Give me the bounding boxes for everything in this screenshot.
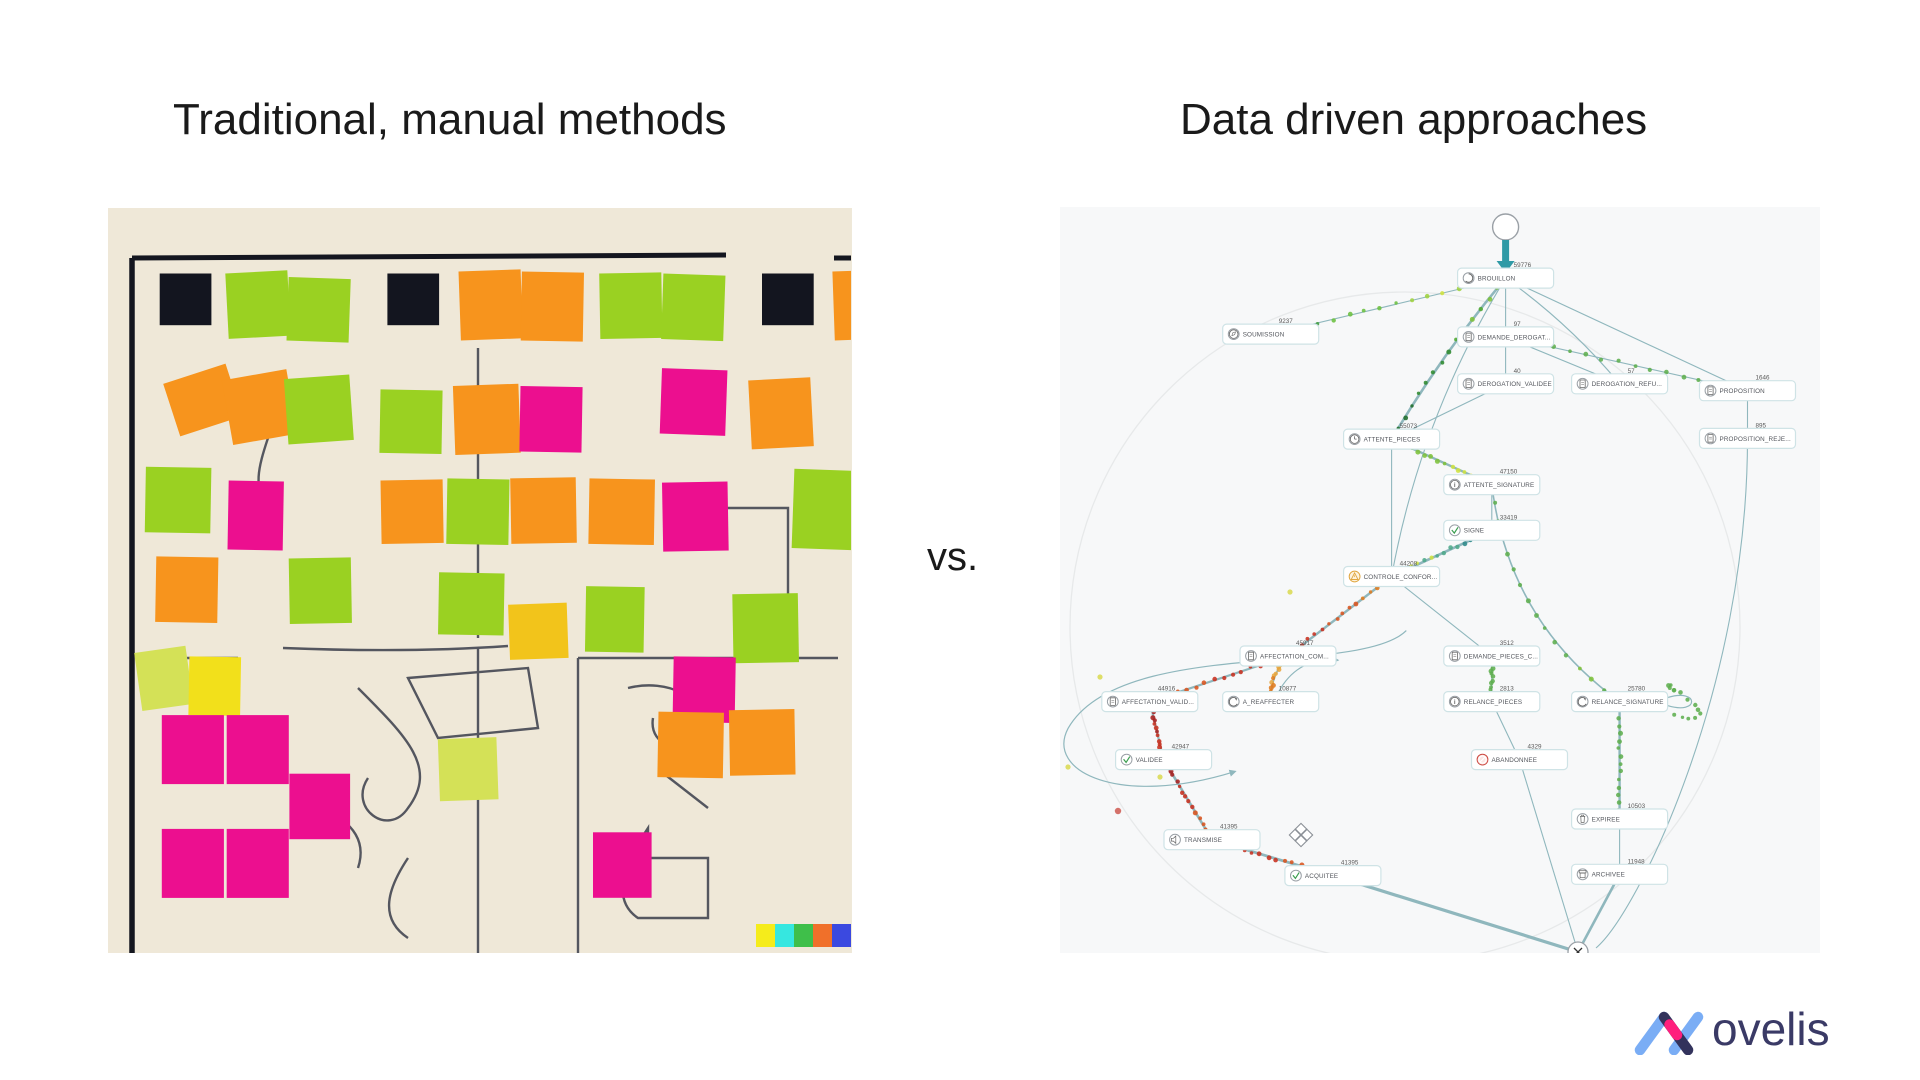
svg-text:DEROGATION_VALIDEE: DEROGATION_VALIDEE (1478, 381, 1552, 388)
svg-text:55073: 55073 (1400, 423, 1418, 430)
svg-text:41395: 41395 (1341, 860, 1359, 867)
svg-text:10503: 10503 (1628, 803, 1646, 810)
svg-text:4329: 4329 (1528, 744, 1543, 751)
svg-text:PROPOSITION: PROPOSITION (1720, 388, 1766, 395)
svg-text:42947: 42947 (1172, 744, 1190, 751)
svg-text:SOUMISSION: SOUMISSION (1243, 332, 1285, 339)
svg-text:RELANCE_PIECES: RELANCE_PIECES (1464, 699, 1522, 706)
svg-text:9237: 9237 (1279, 318, 1294, 325)
svg-text:40: 40 (1514, 368, 1522, 375)
svg-text:DEMANDE_DEROGAT...: DEMANDE_DEROGAT... (1478, 334, 1551, 341)
svg-text:57: 57 (1628, 368, 1636, 375)
svg-text:DEROGATION_REFU...: DEROGATION_REFU... (1592, 381, 1663, 388)
svg-text:ARCHIVEE: ARCHIVEE (1592, 872, 1625, 879)
svg-text:PROPOSITION_REJE...: PROPOSITION_REJE... (1720, 436, 1792, 443)
svg-text:A_REAFFECTER: A_REAFFECTER (1243, 699, 1295, 706)
svg-text:CONTROLE_CONFOR...: CONTROLE_CONFOR... (1364, 574, 1438, 581)
svg-text:BROUILLON: BROUILLON (1478, 276, 1516, 283)
svg-text:45917: 45917 (1296, 640, 1314, 647)
svg-text:1646: 1646 (1756, 375, 1771, 382)
svg-text:SIGNE: SIGNE (1464, 528, 1484, 535)
svg-text:i: i (1454, 699, 1456, 706)
svg-text:AFFECTATION_VALID...: AFFECTATION_VALID... (1122, 699, 1194, 706)
svg-text:ovelis: ovelis (1712, 1003, 1830, 1055)
svg-text:AFFECTATION_COM...: AFFECTATION_COM... (1260, 653, 1329, 660)
svg-text:EXPIREE: EXPIREE (1592, 816, 1620, 823)
svg-text:3512: 3512 (1500, 640, 1515, 647)
svg-text:11948: 11948 (1628, 858, 1646, 865)
svg-text:97: 97 (1514, 321, 1522, 328)
svg-text:DEMANDE_PIECES_C...: DEMANDE_PIECES_C... (1464, 653, 1538, 660)
svg-text:895: 895 (1756, 422, 1767, 429)
svg-text:ATTENTE_PIECES: ATTENTE_PIECES (1364, 437, 1421, 444)
svg-text:47150: 47150 (1500, 469, 1518, 476)
svg-text:RELANCE_SIGNATURE: RELANCE_SIGNATURE (1592, 699, 1664, 706)
svg-text:41395: 41395 (1220, 824, 1238, 831)
svg-text:33419: 33419 (1500, 514, 1518, 521)
svg-text:ACQUITEE: ACQUITEE (1305, 873, 1338, 880)
svg-text:TRANSMISE: TRANSMISE (1184, 837, 1222, 844)
svg-text:ATTENTE_SIGNATURE: ATTENTE_SIGNATURE (1464, 482, 1535, 489)
svg-text:25780: 25780 (1628, 686, 1646, 693)
svg-text:ABANDONNEE: ABANDONNEE (1492, 757, 1538, 764)
svg-text:44208: 44208 (1400, 561, 1418, 568)
svg-text:2813: 2813 (1500, 686, 1515, 693)
svg-text:59776: 59776 (1514, 262, 1532, 269)
svg-text:10877: 10877 (1279, 686, 1297, 693)
svg-text:VALIDEE: VALIDEE (1136, 757, 1163, 764)
svg-text:i: i (1454, 482, 1456, 489)
svg-text:44916: 44916 (1158, 686, 1176, 693)
